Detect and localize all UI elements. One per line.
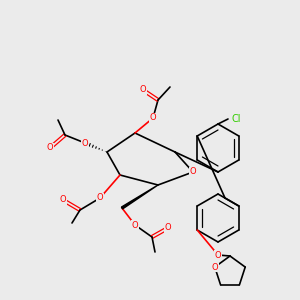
Text: O: O bbox=[140, 85, 146, 94]
Polygon shape bbox=[122, 185, 158, 209]
Text: O: O bbox=[97, 194, 103, 202]
Text: O: O bbox=[165, 224, 171, 232]
Text: O: O bbox=[47, 143, 53, 152]
Text: O: O bbox=[82, 139, 88, 148]
Text: O: O bbox=[60, 196, 66, 205]
Text: O: O bbox=[132, 220, 138, 230]
Text: O: O bbox=[215, 250, 221, 260]
Text: O: O bbox=[212, 262, 218, 272]
Text: O: O bbox=[150, 113, 156, 122]
Text: Cl: Cl bbox=[231, 114, 241, 124]
Text: O: O bbox=[190, 167, 196, 176]
